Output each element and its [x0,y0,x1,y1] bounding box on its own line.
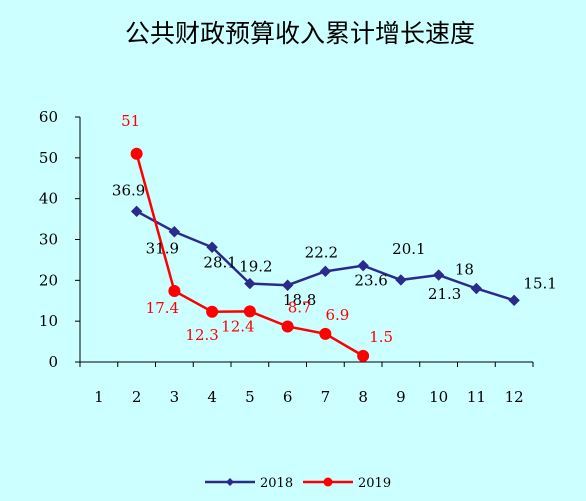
legend: 2018 2019 [205,476,391,491]
data-point [244,277,256,290]
x-tick-label: 7 [321,388,331,406]
legend-item-2018: 2018 [205,476,293,491]
legend-label: 2019 [358,476,391,491]
y-tick-label: 50 [39,149,58,167]
data-label: 31.9 [146,240,179,258]
data-point [168,284,181,297]
data-point [281,279,294,291]
y-tick-label: 60 [39,108,58,126]
x-tick-label: 1 [94,388,104,406]
data-label: 15.1 [523,274,556,292]
data-point [357,349,370,362]
series-layer [130,147,520,362]
data-label: 22.2 [305,243,338,261]
data-label: 51 [121,112,140,130]
x-tick-label: 10 [429,388,448,406]
x-tick-label: 11 [467,388,486,406]
data-label: 12.3 [185,326,218,344]
legend-marker [323,477,333,487]
y-tick-label: 40 [39,190,58,208]
y-tick-label: 20 [39,271,58,289]
data-point [470,282,483,295]
data-label: 1.5 [369,328,393,346]
x-tick-label: 2 [132,388,142,406]
y-tick-label: 0 [48,353,58,371]
data-point [319,327,332,340]
legend-item-2019: 2019 [303,476,391,491]
legend-label: 2018 [260,476,293,491]
data-point [130,205,143,218]
data-label: 18 [455,261,474,279]
data-label: 19.2 [239,258,272,276]
series-2019 [130,147,370,362]
data-point [319,265,332,278]
data-labels: 36.9 31.9 28.1 19.2 18.8 22.2 23.6 20.1 21.3 18 15… [112,112,557,346]
data-point [357,259,369,272]
data-label: 12.4 [221,317,254,335]
data-label: 18.8 [283,291,316,309]
data-point [243,305,256,318]
data-label: 23.6 [354,272,387,290]
data-point [432,269,445,281]
x-tick-label: 12 [505,388,524,406]
y-tick-label: 10 [39,312,58,330]
data-point [395,274,407,286]
data-label: 20.1 [392,240,425,258]
data-label: 21.3 [428,285,461,303]
y-tick-label: 30 [39,231,58,249]
x-tick-label: 6 [283,388,293,406]
data-point [168,226,181,238]
x-tick-label: 3 [170,388,180,406]
x-tick-label: 9 [396,388,406,406]
legend-marker [226,478,234,486]
data-point [130,147,143,160]
data-point [281,320,294,333]
x-tick-label: 8 [358,388,368,406]
chart-title: 公共财政预算收入累计增长速度 [125,19,475,48]
data-label: 36.9 [112,181,145,199]
data-point [206,305,219,318]
data-label: 28.1 [203,253,236,271]
data-label: 8.7 [288,298,312,316]
x-tick-label: 4 [207,388,217,406]
x-tick-label: 5 [245,388,255,406]
data-point [206,241,218,253]
series-2018 [130,205,520,307]
data-label: 17.4 [146,299,179,317]
data-label: 6.9 [325,306,349,324]
data-point [508,294,520,307]
